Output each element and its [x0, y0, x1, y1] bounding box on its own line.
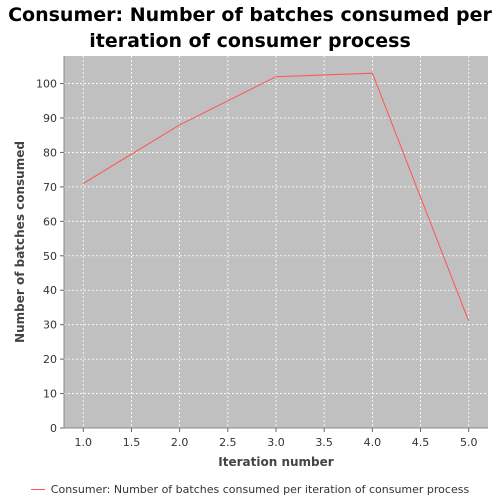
y-tick-label: 0	[50, 422, 57, 435]
series-layer	[83, 72, 470, 322]
x-tick-label: 1.0	[75, 436, 93, 449]
legend-swatch	[30, 488, 45, 490]
x-tick-label: 2.5	[219, 436, 237, 449]
x-tick-label: 5.0	[460, 436, 478, 449]
x-tick-label: 3.0	[267, 436, 285, 449]
grid-lines	[64, 56, 488, 429]
chart-title: Consumer: Number of batches consumed per…	[8, 4, 492, 52]
axes: 0 10 20 30 40 50 60 70 80 90 100 1.0 1.5 2.0 2.5 3.0 3.5…	[36, 56, 488, 449]
y-tick-label: 80	[43, 146, 57, 159]
legend: Consumer: Number of batches consumed per…	[0, 480, 500, 498]
y-tick-label: 50	[43, 250, 57, 263]
series-line	[83, 72, 470, 322]
y-tick-label: 20	[43, 353, 57, 366]
y-tick-label: 10	[43, 388, 57, 401]
y-tick-label: 70	[43, 181, 57, 194]
x-tick-label: 3.5	[315, 436, 333, 449]
chart-svg: 0 10 20 30 40 50 60 70 80 90 100 1.0 1.5 2.0 2.5 3.0 3.5…	[13, 56, 488, 469]
y-axis-label: Number of batches consumed	[13, 141, 27, 343]
y-tick-label: 40	[43, 284, 57, 297]
legend-label: Consumer: Number of batches consumed per…	[50, 482, 470, 496]
y-tick-label: 90	[43, 112, 57, 125]
y-tick-label: 60	[43, 215, 57, 228]
x-tick-label: 4.5	[412, 436, 430, 449]
y-tick-label: 100	[36, 78, 57, 91]
x-tick-label: 4.0	[364, 436, 382, 449]
x-axis-label: Iteration number	[218, 455, 333, 469]
y-tick-label: 30	[43, 319, 57, 332]
x-tick-label: 1.5	[123, 436, 141, 449]
x-tick-label: 2.0	[171, 436, 189, 449]
